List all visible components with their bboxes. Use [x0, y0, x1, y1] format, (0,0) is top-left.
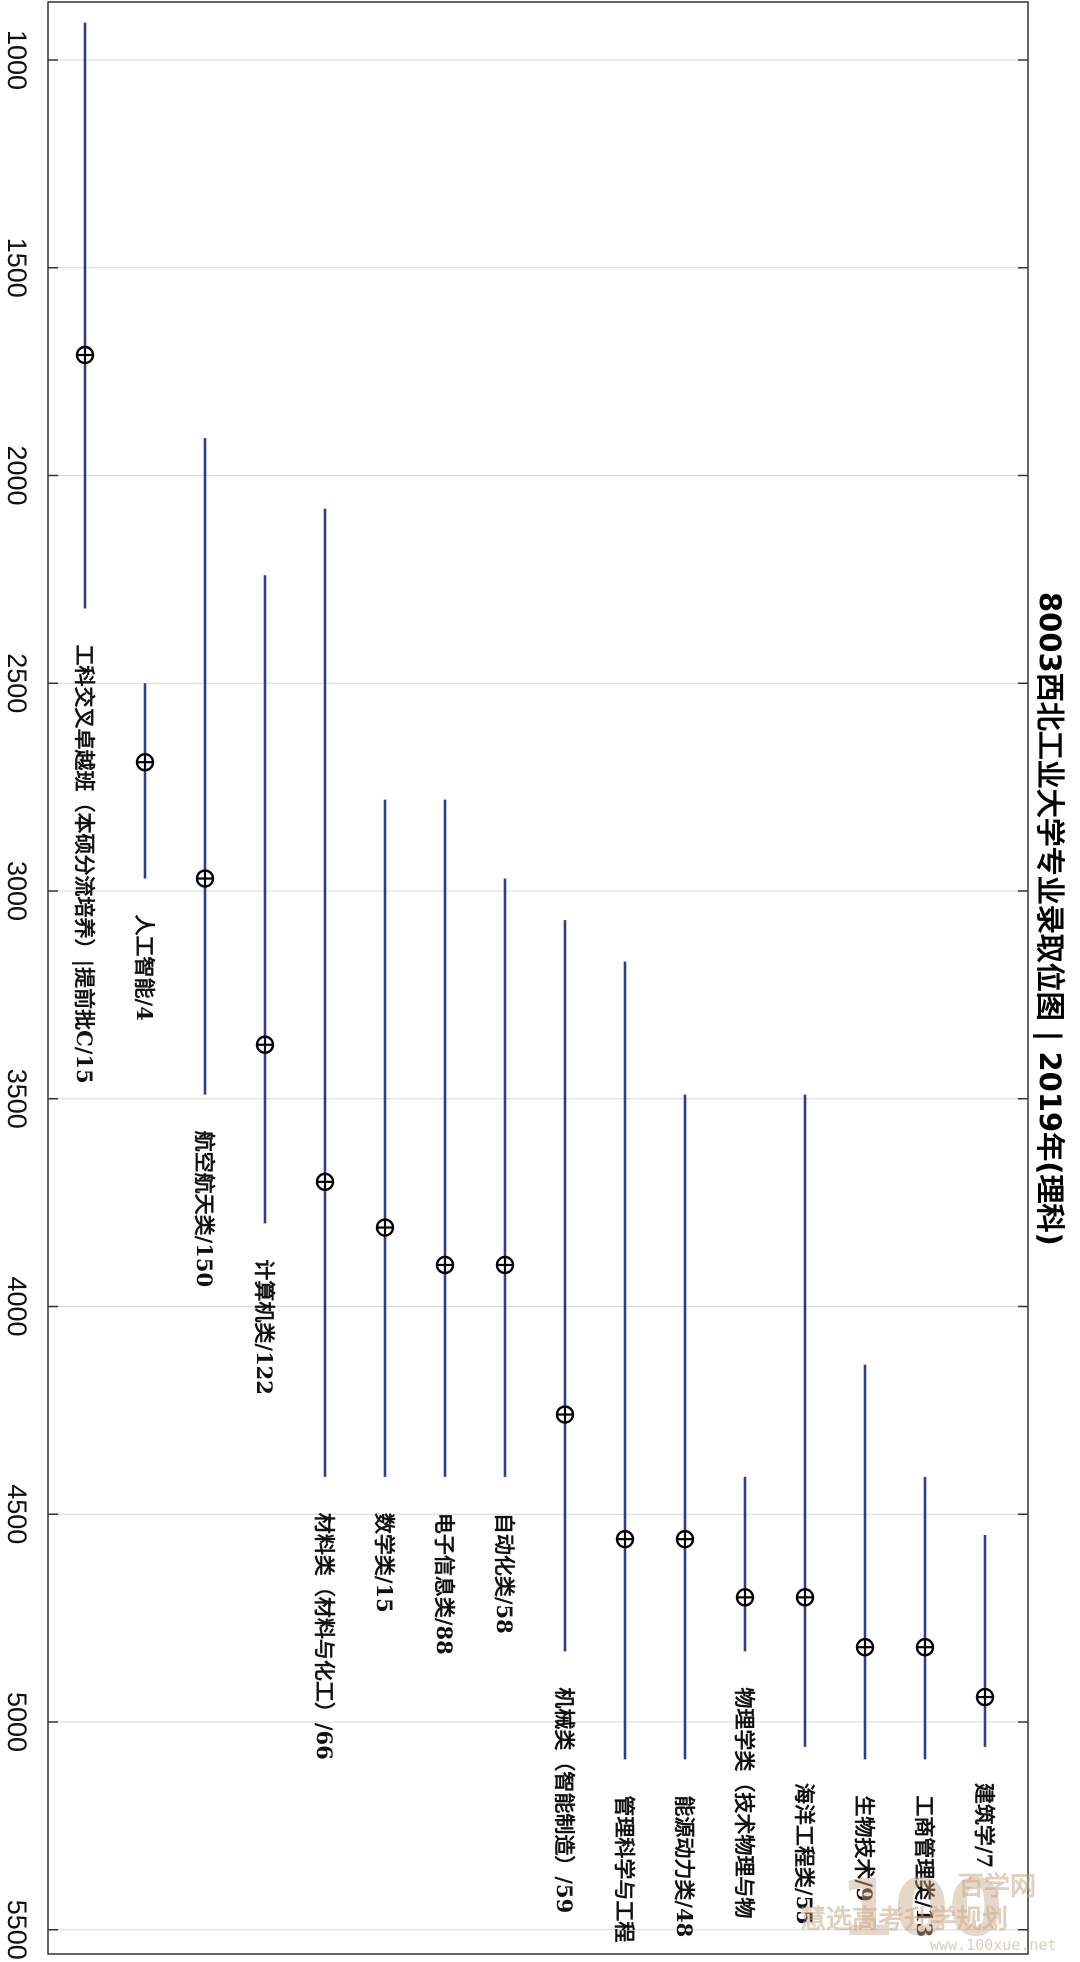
category-label: 工商管理类/13	[912, 1795, 937, 1937]
category-label: 电子信息类/88	[432, 1513, 457, 1655]
range-item: 自动化类/58	[492, 878, 517, 1634]
watermark-subtitle: 慧选高考升学规划	[800, 1904, 1008, 1935]
y-tick-label: 3500	[2, 1069, 32, 1129]
y-tick-label: 5000	[2, 1692, 32, 1752]
y-tick-label: 2500	[2, 653, 32, 713]
category-label: 人工智能/4	[132, 915, 157, 1021]
category-label: 海洋工程类/55	[792, 1783, 817, 1925]
range-item: 物理学类（技术物理与物	[732, 1476, 757, 1918]
watermark-url: www.100xue.net	[930, 1936, 1056, 1954]
category-label: 生物技术/9	[852, 1795, 877, 1901]
range-item: 电子信息类/88	[432, 799, 457, 1655]
category-label: 机械类（智能制造）/59	[552, 1687, 577, 1913]
category-label: 工科交叉卓越班（本硕分流培养）|提前批C/15	[72, 644, 97, 1083]
axis-ticks: 1000 1500 2000 2500 3000 3500 4000 4500 5000 5500	[2, 30, 1028, 1960]
range-item: 机械类（智能制造）/59	[552, 920, 577, 1913]
range-item: 能源动力类/48	[672, 1094, 697, 1937]
watermark-number: 100	[840, 1864, 1003, 1954]
range-item: 工科交叉卓越班（本硕分流培养）|提前批C/15	[72, 22, 97, 1084]
plot-area	[47, 1, 1029, 1955]
y-tick-label: 4000	[2, 1276, 32, 1336]
grid	[48, 59, 1028, 1931]
category-label: 物理学类（技术物理与物	[732, 1687, 757, 1918]
range-item: 工商管理类/13	[912, 1476, 937, 1937]
y-tick-label: 4500	[2, 1484, 32, 1544]
range-item: 材料类（材料与化工）/66	[312, 508, 337, 1760]
chart-title: 8003西北工业大学专业录取位图 | 2019年(理科)	[1033, 592, 1067, 1246]
category-label: 数学类/15	[372, 1513, 397, 1613]
range-item: 计算机类/122	[252, 575, 277, 1395]
series: 工科交叉卓越班（本硕分流培养）|提前批C/15 人工智能/4 航空航天类/150 计算…	[72, 22, 997, 1942]
range-item: 生物技术/9	[852, 1364, 877, 1902]
y-tick-label: 5500	[2, 1900, 32, 1960]
range-item: 航空航天类/150	[192, 438, 217, 1287]
y-tick-label: 2000	[2, 445, 32, 505]
range-item: 人工智能/4	[132, 683, 157, 1021]
range-item: 海洋工程类/55	[792, 1094, 817, 1925]
y-tick-label: 1500	[2, 238, 32, 298]
category-label: 能源动力类/48	[672, 1795, 697, 1937]
y-tick-label: 3000	[2, 861, 32, 921]
range-item: 数学类/15	[372, 799, 397, 1613]
category-label: 材料类（材料与化工）/66	[312, 1513, 337, 1760]
watermark-brand: 百学网	[958, 1871, 1036, 1902]
category-label: 自动化类/58	[492, 1513, 517, 1634]
category-label: 计算机类/122	[252, 1259, 277, 1395]
watermark-logo: 100 百学网 慧选高考升学规划 www.100xue.net	[800, 1864, 1056, 1954]
y-tick-label: 1000	[2, 30, 32, 90]
range-item: 管理科学与工程	[612, 961, 637, 1942]
category-label: 管理科学与工程	[612, 1795, 637, 1942]
category-label: 航空航天类/150	[192, 1131, 217, 1288]
category-label: 建筑学/7	[972, 1783, 997, 1868]
range-item: 建筑学/7	[972, 1535, 997, 1868]
